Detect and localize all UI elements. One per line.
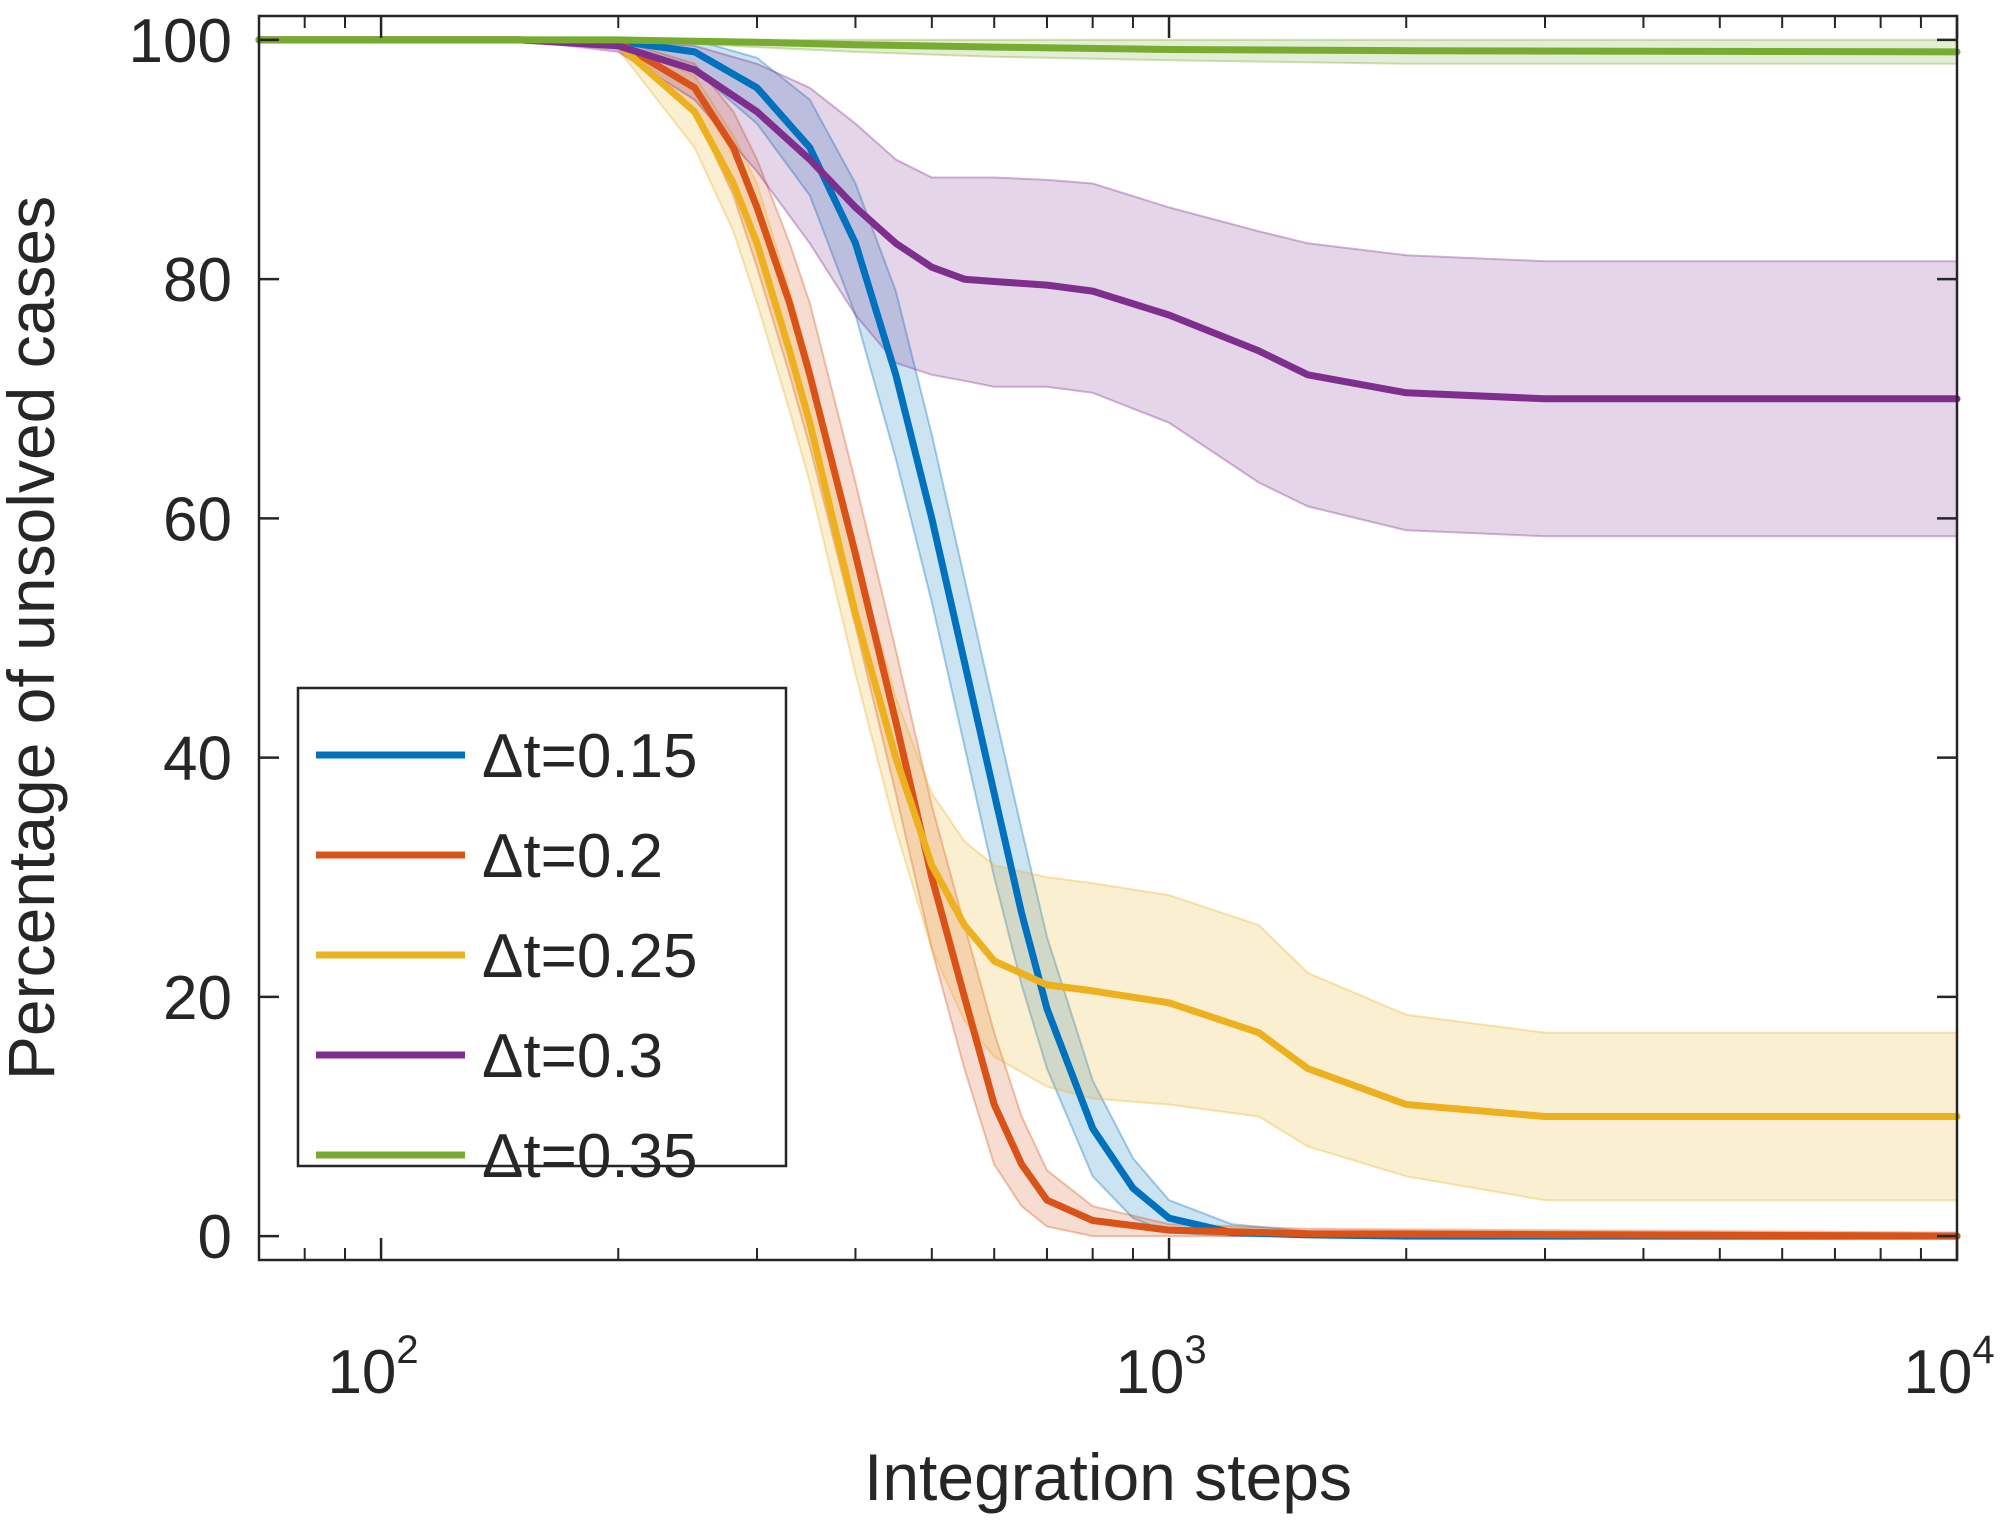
x-tick-label: 103 (1115, 1328, 1206, 1407)
line-series-4 (255, 36, 1961, 403)
legend-label: Δt=0.3 (482, 1022, 663, 1091)
x-tick-label: 104 (1903, 1328, 1994, 1407)
series-lines (255, 36, 1961, 1240)
y-tick-label: 100 (129, 7, 232, 76)
x-tick-label: 102 (327, 1328, 418, 1407)
line-series-5 (255, 36, 1961, 56)
y-axis-label: Percentage of unsolved cases (0, 196, 68, 1080)
line-series-2 (255, 36, 1961, 1240)
legend-label: Δt=0.2 (482, 822, 663, 891)
line-series-3 (255, 36, 1961, 1120)
y-axis-ticks: 0 20 40 60 80 100 (129, 7, 1957, 1272)
y-tick-label: 40 (163, 725, 232, 794)
y-tick-label: 80 (163, 246, 232, 315)
y-tick-label: 60 (163, 485, 232, 554)
legend-label: Δt=0.25 (482, 922, 698, 991)
legend-box (296, 686, 788, 1168)
x-minor-ticks (303, 16, 1922, 1260)
band-series-4 (259, 38, 1958, 538)
legend-label: Δt=0.35 (482, 1122, 698, 1191)
x-axis-ticks: 102 103 104 (327, 16, 1995, 1407)
plot-frame (257, 14, 1959, 1262)
y-tick-label: 0 (198, 1203, 232, 1272)
legend: Δt=0.15 Δt=0.2 Δt=0.25 Δt=0.3 Δt=0.35 (296, 686, 788, 1191)
legend-label: Δt=0.15 (482, 722, 698, 791)
y-tick-label: 20 (163, 964, 232, 1033)
x-axis-label: Integration steps (864, 1440, 1352, 1514)
